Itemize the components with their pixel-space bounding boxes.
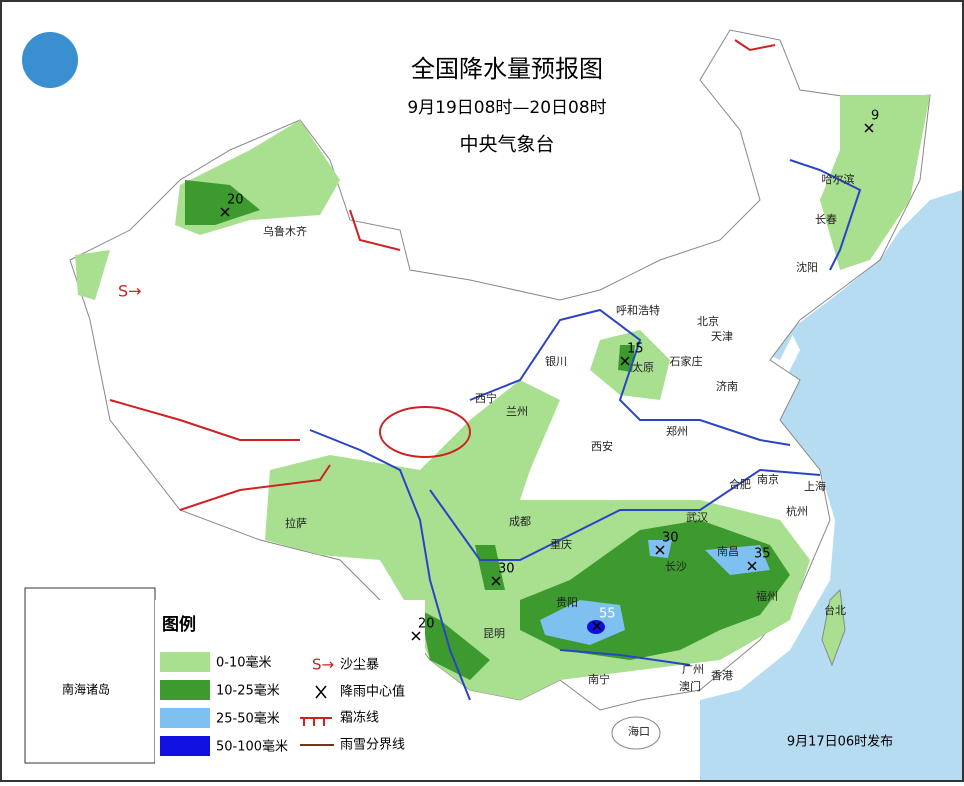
ocean [700, 190, 962, 780]
rain-center-cross [747, 561, 757, 571]
rain-center-cross [864, 123, 874, 133]
legend-label: 50-100毫米 [216, 739, 288, 755]
city-label: 兰州 [506, 405, 528, 418]
rain-centers: 20 9 15 30 20 30 35 55 [220, 109, 879, 641]
city-label: 贵阳 [556, 596, 578, 609]
river [469, 308, 791, 446]
frost-line [379, 406, 471, 458]
city-label: 西安 [591, 439, 613, 453]
city-label: 成都 [509, 515, 531, 528]
city-label: 福州 [756, 589, 778, 603]
city-label: 乌鲁木齐 [263, 224, 307, 238]
inset-box [24, 587, 156, 764]
legend-label: 雨雪分界线 [340, 738, 405, 753]
city-label: 香港 [711, 669, 733, 682]
city-label: 南昌 [717, 545, 739, 558]
logo [22, 32, 78, 88]
rain-center-value: 30 [662, 531, 679, 546]
city-label: 北京 [697, 314, 719, 328]
rain-center-value: 9 [871, 109, 879, 124]
hainan [611, 716, 661, 750]
legend-label: 降雨中心值 [340, 684, 405, 700]
city-label: 上海 [804, 479, 826, 493]
river [559, 649, 691, 666]
legend-swatch [160, 652, 210, 672]
city-label: 拉萨 [285, 516, 307, 530]
city-label: 石家庄 [670, 354, 703, 368]
city-label: 太原 [632, 361, 654, 374]
city-label: 合肥 [729, 477, 751, 491]
rain-center-cross [411, 631, 421, 641]
frost-line [179, 464, 331, 511]
rain-center-value: 20 [418, 617, 435, 632]
legend-label: 霜冻线 [340, 710, 379, 726]
area-medium [185, 180, 260, 225]
city-label: 哈尔滨 [822, 172, 855, 186]
city-label: 广州 [682, 663, 704, 676]
legend-label: 0-10毫米 [216, 655, 272, 671]
rain-center-cross [491, 576, 501, 586]
legend-frost [300, 717, 332, 726]
taiwan [821, 588, 846, 667]
rivers [309, 159, 862, 701]
rain-center-value: 30 [498, 562, 515, 577]
rain-center-value: 20 [227, 193, 244, 208]
city-label: 南京 [757, 472, 779, 486]
city-label: 海口 [628, 724, 650, 738]
city-label: 沈阳 [796, 260, 818, 274]
frost-lines [109, 39, 776, 511]
legend-title: 图例 [162, 614, 196, 635]
rain-areas [75, 95, 930, 700]
inset-label: 南海诸岛 [62, 682, 110, 697]
legend: 0-10毫米 10-25毫米 25-50毫米 50-100毫米 S→ 沙尘暴降雨中心值霜冻… [160, 652, 405, 756]
river [309, 429, 471, 701]
city-label: 重庆 [550, 537, 572, 551]
city-label: 台北 [824, 603, 846, 617]
city-label: 澳门 [679, 679, 701, 693]
city-label: 银川 [545, 354, 567, 368]
issuer: 中央气象台 [459, 134, 554, 156]
city-label: 天津 [711, 330, 733, 343]
rain-center-cross [220, 207, 230, 217]
legend-swatch [160, 708, 210, 728]
river [789, 159, 862, 271]
city-label: 西宁 [475, 391, 497, 405]
city-label: 武汉 [686, 511, 708, 524]
city-label: 长沙 [665, 560, 687, 573]
area-light [75, 250, 110, 300]
legend-label: 沙尘暴 [340, 658, 379, 673]
frost-line [109, 399, 300, 441]
rain-center-cross [655, 545, 665, 555]
area-heavy [540, 600, 625, 645]
rain-center-value: 35 [754, 547, 771, 562]
dust-symbol: S→ [118, 282, 142, 301]
city-label: 济南 [716, 379, 738, 393]
area-medium [420, 610, 490, 680]
rain-center-cross [592, 621, 602, 631]
legend-swatch [160, 680, 210, 700]
city-label: 长春 [815, 213, 837, 226]
title: 全国降水量预报图 [411, 55, 603, 83]
city-label: 郑州 [666, 424, 688, 438]
city-label: 杭州 [786, 504, 808, 518]
city-label: 呼和浩特 [616, 303, 660, 317]
legend-label: 25-50毫米 [216, 711, 280, 727]
city-label: 南宁 [588, 672, 610, 686]
frost-line [349, 209, 401, 251]
legend-swatch [160, 736, 210, 756]
city-label: 昆明 [483, 627, 505, 640]
rain-center-value: 55 [599, 607, 616, 622]
legend-label: 10-25毫米 [216, 683, 280, 699]
period: 9月19日08时—20日08时 [407, 98, 606, 118]
legend-dust-symbol: S→ [312, 656, 334, 674]
river [429, 468, 821, 561]
legend-cross [315, 685, 327, 699]
issued: 9月17日06时发布 [787, 734, 893, 750]
frost-line [734, 39, 776, 52]
rain-center-value: 15 [627, 342, 644, 357]
rain-center-cross [620, 356, 630, 366]
